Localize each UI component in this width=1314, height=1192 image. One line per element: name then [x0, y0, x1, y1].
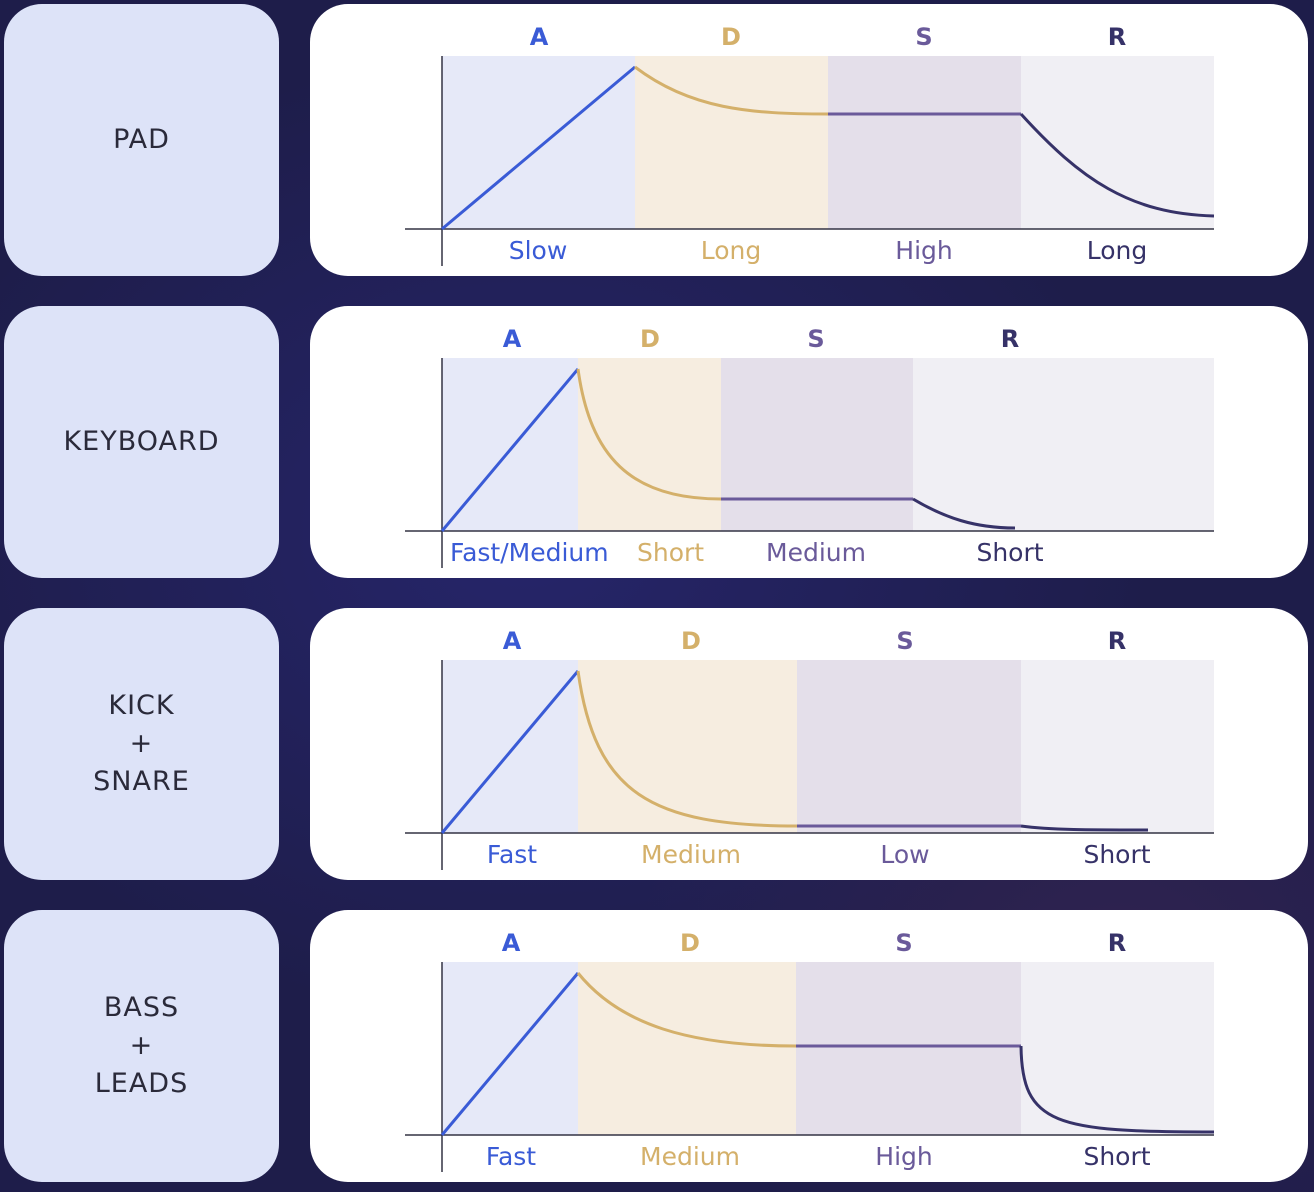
release-letter: R	[1001, 325, 1019, 353]
envelope-diagram: A D S R Fast Medium High Short	[405, 929, 1215, 1172]
envelope-diagram: A D S R Slow Long High Long	[405, 23, 1215, 266]
instrument-label: BASS + LEADS	[94, 992, 189, 1099]
release-region	[1021, 56, 1214, 229]
instrument-card: KICK + SNARE	[4, 608, 279, 880]
envelope-row-bass-leads: BASS + LEADS A D S R Fast Medium High Sh…	[0, 910, 1314, 1182]
envelope-diagram: A D S R Fast/Medium Short Medium Short	[405, 325, 1214, 568]
release-curve	[912, 497, 1016, 530]
sustain-letter: S	[895, 929, 912, 957]
attack-letter: A	[530, 23, 549, 51]
decay-value: Medium	[641, 840, 741, 869]
sustain-letter: S	[896, 627, 913, 655]
release-letter: R	[1108, 23, 1126, 51]
decay-letter: D	[680, 929, 700, 957]
release-letter: R	[1108, 627, 1126, 655]
release-value: Short	[1083, 1142, 1150, 1171]
attack-letter: A	[503, 627, 522, 655]
envelope-chart-card: A D S R Fast Medium Low Short	[310, 608, 1308, 880]
decay-region	[635, 56, 828, 229]
release-region	[913, 358, 1214, 531]
release-curve	[1020, 824, 1149, 832]
decay-letter: D	[721, 23, 741, 51]
envelope-chart-card: A D S R Fast/Medium Short Medium Short	[310, 306, 1308, 578]
decay-region	[578, 962, 796, 1135]
sustain-letter: S	[807, 325, 824, 353]
attack-letter: A	[502, 929, 521, 957]
release-curve	[1019, 1045, 1215, 1134]
decay-curve	[576, 972, 797, 1048]
decay-curve	[576, 368, 722, 501]
sustain-value: Medium	[766, 538, 866, 567]
attack-curve	[441, 65, 636, 231]
instrument-label: KICK + SNARE	[93, 690, 190, 797]
release-value: Short	[1083, 840, 1150, 869]
sustain-letter: S	[915, 23, 932, 51]
envelope-row-keyboard: KEYBOARD A D S R Fast/Medium Short Mediu…	[0, 306, 1314, 578]
sustain-value: Low	[880, 840, 929, 869]
release-region	[1021, 962, 1214, 1135]
instrument-card: KEYBOARD	[4, 306, 279, 578]
release-value: Short	[976, 538, 1043, 567]
release-value: Long	[1087, 236, 1148, 265]
instrument-label: KEYBOARD	[63, 426, 220, 457]
attack-letter: A	[503, 325, 522, 353]
decay-curve	[576, 670, 798, 828]
attack-curve	[440, 670, 580, 834]
attack-value: Fast	[487, 840, 537, 869]
decay-value: Long	[701, 236, 762, 265]
envelope-chart-card: A D S R Slow Long High Long	[310, 4, 1308, 276]
attack-curve	[440, 972, 580, 1136]
sustain-region	[796, 962, 1021, 1135]
envelope-row-pad: PAD A D S R Slow Long High Long	[0, 4, 1314, 276]
release-letter: R	[1108, 929, 1126, 957]
envelope-chart-card: A D S R Fast Medium High Short	[310, 910, 1308, 1182]
sustain-region	[828, 56, 1021, 229]
decay-value: Medium	[640, 1142, 740, 1171]
envelope-row-kick-snare: KICK + SNARE A D S R Fast Medium Low Sho…	[0, 608, 1314, 880]
attack-value: Fast	[486, 1142, 536, 1171]
release-region	[1021, 660, 1214, 833]
attack-value: Fast/Medium	[450, 538, 609, 567]
sustain-value: High	[895, 236, 952, 265]
decay-curve	[634, 65, 829, 116]
attack-value: Slow	[509, 236, 568, 265]
sustain-region	[797, 660, 1021, 833]
decay-region	[578, 660, 797, 833]
instrument-card: PAD	[4, 4, 279, 276]
instrument-label: PAD	[113, 124, 170, 155]
envelope-diagram: A D S R Fast Medium Low Short	[405, 627, 1214, 870]
sustain-value: High	[875, 1142, 932, 1171]
decay-region	[578, 358, 721, 531]
decay-letter: D	[640, 325, 660, 353]
decay-letter: D	[681, 627, 701, 655]
release-curve	[1019, 112, 1215, 218]
sustain-region	[721, 358, 913, 531]
attack-curve	[440, 368, 580, 532]
instrument-card: BASS + LEADS	[4, 910, 279, 1182]
decay-value: Short	[637, 538, 704, 567]
